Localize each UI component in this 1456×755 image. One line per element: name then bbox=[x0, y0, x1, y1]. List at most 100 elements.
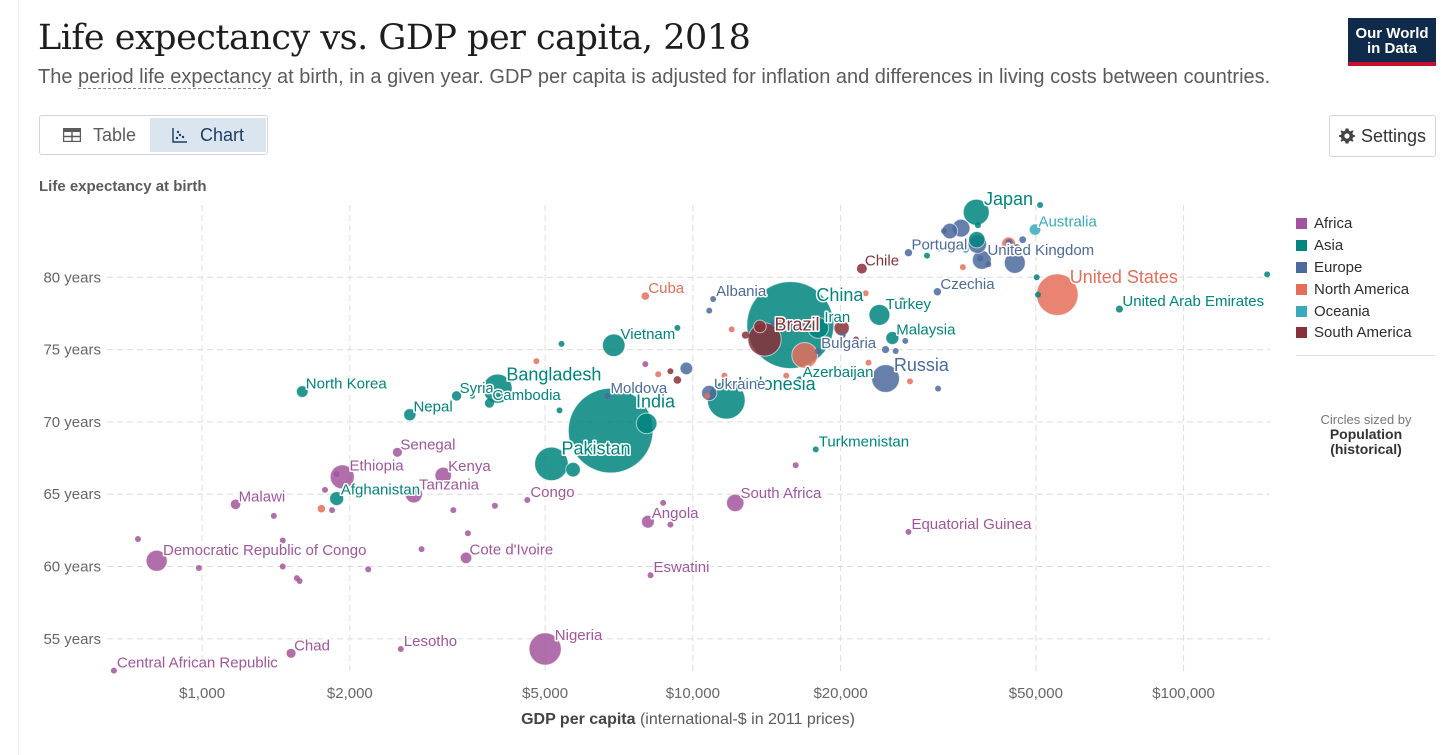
country-point[interactable] bbox=[962, 246, 969, 253]
country-point[interactable] bbox=[134, 536, 141, 543]
country-point[interactable] bbox=[491, 502, 498, 509]
country-point[interactable] bbox=[792, 462, 799, 469]
country-point[interactable] bbox=[558, 340, 565, 347]
country-label[interactable]: Central African Republic bbox=[115, 653, 279, 673]
country-point[interactable] bbox=[753, 319, 767, 334]
legend-item-north-america[interactable]: North America bbox=[1296, 278, 1412, 300]
country-point[interactable] bbox=[660, 499, 667, 506]
country-label[interactable]: Moldova bbox=[609, 378, 669, 398]
country-point[interactable] bbox=[270, 512, 277, 519]
country-label[interactable]: Eswatini bbox=[652, 558, 711, 578]
country-point-malaysia[interactable] bbox=[885, 331, 900, 346]
country-point-malawi[interactable] bbox=[230, 499, 241, 510]
country-point[interactable] bbox=[977, 255, 984, 262]
country-point[interactable] bbox=[365, 566, 372, 573]
country-point[interactable] bbox=[279, 537, 286, 544]
country-point-chile[interactable] bbox=[856, 263, 867, 274]
our-world-in-data-logo[interactable]: Our World in Data bbox=[1348, 18, 1436, 66]
country-point-equatorial-guinea[interactable] bbox=[905, 528, 912, 535]
country-label[interactable]: Czechia bbox=[939, 274, 997, 294]
country-point[interactable] bbox=[865, 359, 872, 366]
country-point-north-korea[interactable] bbox=[295, 385, 309, 398]
country-label[interactable]: Vietnam bbox=[619, 325, 677, 345]
country-point-vietnam[interactable] bbox=[601, 333, 626, 358]
country-point[interactable] bbox=[791, 341, 819, 369]
country-point[interactable] bbox=[279, 563, 286, 570]
country-point[interactable] bbox=[902, 337, 909, 344]
country-point[interactable] bbox=[418, 546, 425, 553]
country-point-bangladesh[interactable] bbox=[482, 373, 513, 404]
country-label[interactable]: Japan bbox=[983, 188, 1035, 211]
country-label[interactable]: Indonesia bbox=[736, 372, 818, 395]
country-label[interactable]: Syria bbox=[458, 378, 496, 398]
country-label[interactable]: Cote d'Ivoire bbox=[468, 540, 555, 560]
country-point[interactable] bbox=[469, 392, 476, 399]
country-point[interactable] bbox=[322, 486, 329, 493]
country-point[interactable] bbox=[667, 368, 674, 375]
country-label[interactable]: Nepal bbox=[412, 397, 454, 417]
country-point-congo[interactable] bbox=[524, 497, 531, 504]
country-point[interactable] bbox=[1019, 236, 1027, 244]
country-point[interactable] bbox=[317, 504, 326, 513]
country-point-russia[interactable] bbox=[871, 364, 900, 393]
country-point-tanzania[interactable] bbox=[404, 485, 423, 504]
country-label[interactable]: Chad bbox=[293, 636, 332, 656]
country-point-democratic-republic-of-congo[interactable] bbox=[145, 549, 168, 572]
country-point[interactable] bbox=[333, 470, 340, 477]
country-point[interactable] bbox=[838, 369, 845, 376]
country-label[interactable]: United Kingdom bbox=[986, 240, 1096, 260]
country-point[interactable] bbox=[839, 332, 846, 339]
country-point[interactable] bbox=[195, 564, 202, 571]
country-point-turkey[interactable] bbox=[868, 303, 891, 326]
country-point-iran[interactable] bbox=[807, 317, 830, 339]
country-point-afghanistan[interactable] bbox=[329, 491, 345, 507]
country-point-portugal[interactable] bbox=[904, 249, 913, 257]
country-label[interactable]: North Korea bbox=[304, 374, 389, 394]
country-label[interactable]: Turkmenistan bbox=[817, 432, 910, 452]
country-point[interactable] bbox=[679, 361, 694, 376]
country-point-south-africa[interactable] bbox=[726, 493, 745, 513]
country-point[interactable] bbox=[935, 385, 942, 392]
country-point[interactable] bbox=[565, 461, 581, 478]
country-point-chad[interactable] bbox=[286, 648, 296, 658]
country-label[interactable]: India bbox=[635, 390, 678, 413]
country-label[interactable]: Albania bbox=[715, 282, 769, 302]
country-point[interactable] bbox=[296, 578, 303, 584]
country-label[interactable]: Iran bbox=[823, 308, 852, 328]
country-label[interactable]: United Arab Emirates bbox=[1121, 292, 1266, 312]
country-point[interactable] bbox=[635, 412, 658, 435]
country-point[interactable] bbox=[892, 348, 899, 355]
country-point[interactable] bbox=[923, 252, 930, 259]
country-label[interactable]: Equatorial Guinea bbox=[910, 514, 1034, 534]
country-label[interactable]: Pakistan bbox=[560, 437, 632, 460]
country-point[interactable] bbox=[862, 290, 869, 297]
country-point[interactable] bbox=[985, 261, 992, 268]
country-label[interactable]: Brazil bbox=[773, 313, 821, 336]
country-point-angola[interactable] bbox=[641, 514, 655, 529]
country-point[interactable] bbox=[1034, 291, 1041, 298]
country-point-eswatini[interactable] bbox=[647, 572, 654, 579]
country-point[interactable] bbox=[1033, 274, 1040, 281]
country-point[interactable] bbox=[899, 297, 906, 304]
country-point[interactable] bbox=[968, 230, 986, 249]
country-label[interactable]: Afghanistan bbox=[339, 480, 421, 500]
country-point[interactable] bbox=[1264, 271, 1271, 278]
country-label[interactable]: Nigeria bbox=[553, 626, 604, 646]
country-point[interactable] bbox=[464, 530, 471, 537]
country-label[interactable]: Democratic Republic of Congo bbox=[162, 540, 368, 560]
country-point[interactable] bbox=[906, 378, 913, 385]
country-point-nepal[interactable] bbox=[403, 408, 417, 422]
legend-item-oceania[interactable]: Oceania bbox=[1296, 300, 1412, 322]
country-point-kenya[interactable] bbox=[434, 466, 452, 485]
country-label[interactable]: Cambodia bbox=[491, 386, 563, 406]
country-point[interactable] bbox=[1014, 243, 1021, 250]
country-point-central-african-republic[interactable] bbox=[110, 667, 117, 674]
country-point-australia[interactable] bbox=[1028, 223, 1042, 236]
country-label[interactable]: Ukraine bbox=[712, 374, 767, 394]
country-point-nigeria[interactable] bbox=[528, 632, 562, 666]
country-point[interactable] bbox=[852, 336, 859, 343]
country-label[interactable]: Cuba bbox=[647, 279, 687, 299]
country-point[interactable] bbox=[935, 245, 942, 252]
country-point[interactable] bbox=[721, 372, 728, 379]
country-point[interactable] bbox=[941, 228, 948, 235]
